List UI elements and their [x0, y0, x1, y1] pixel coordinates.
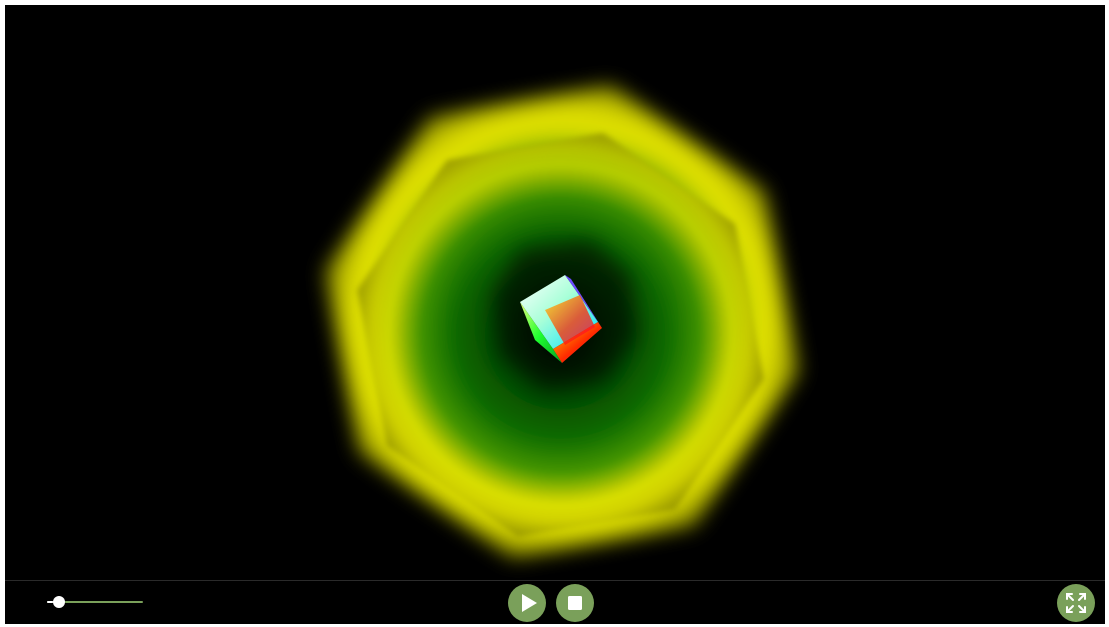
video-player	[5, 5, 1105, 624]
volume-slider[interactable]	[43, 594, 145, 610]
volume-thumb[interactable]	[52, 596, 65, 608]
fullscreen-button[interactable]	[1057, 584, 1095, 622]
scene-canvas	[325, 85, 799, 558]
control-bar	[5, 580, 1105, 624]
rotating-cube	[520, 275, 602, 363]
fullscreen-icon	[1066, 593, 1086, 613]
render-viewport[interactable]	[5, 5, 1105, 580]
stop-button[interactable]	[556, 584, 594, 622]
play-button[interactable]	[508, 584, 546, 622]
stop-icon	[568, 596, 582, 610]
volume-track	[47, 601, 143, 603]
play-icon	[522, 594, 537, 612]
